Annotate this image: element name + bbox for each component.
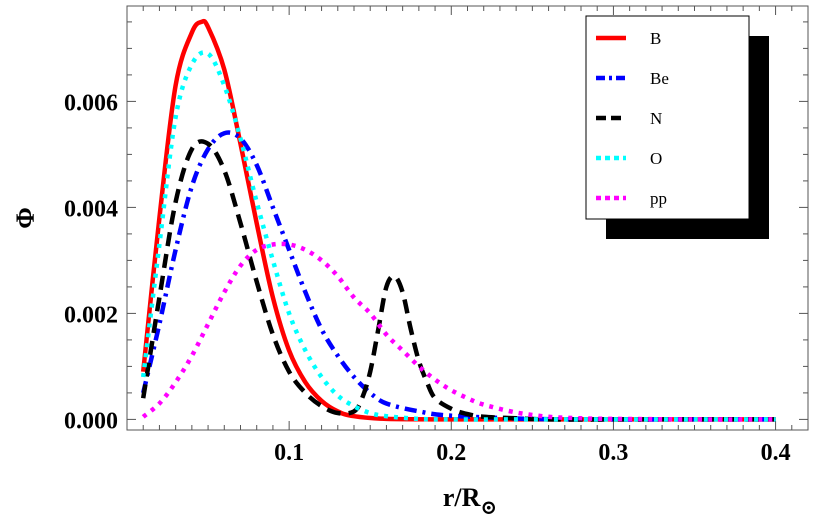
x-tick-labels: 0.1 0.2 0.3 0.4 — [274, 440, 790, 466]
legend-box — [585, 15, 750, 220]
series-line-pp — [141, 241, 776, 422]
legend-label-o: O — [650, 149, 662, 168]
legend-label-n: N — [650, 109, 662, 128]
y-tick-label: 0.002 — [64, 302, 118, 328]
legend-label-b: B — [650, 29, 661, 48]
tick-marks — [126, 6, 809, 430]
legend-label-be: Be — [650, 69, 669, 88]
x-axis-label-main: r/R — [443, 483, 481, 512]
y-tick-label: 0.006 — [64, 90, 118, 116]
x-tick-label: 0.2 — [436, 440, 466, 466]
y-axis-label: Φ — [11, 207, 40, 229]
legend: B Be N Opp — [585, 15, 769, 239]
x-axis-label: r/R⊙ — [443, 483, 497, 519]
x-tick-label: 0.4 — [761, 440, 791, 466]
x-tick-label: 0.3 — [598, 440, 628, 466]
y-tick-labels: 0.000 0.002 0.004 0.006 — [64, 90, 118, 434]
y-tick-label: 0.000 — [64, 408, 118, 434]
legend-items: B Be N Opp — [596, 29, 669, 208]
y-tick-label: 0.004 — [64, 196, 118, 222]
x-axis-label-subscript: ⊙ — [480, 497, 497, 519]
series-line-n — [140, 139, 776, 422]
legend-label-pp: pp — [650, 189, 667, 208]
series-layer — [140, 18, 776, 422]
x-tick-label: 0.1 — [274, 440, 304, 466]
